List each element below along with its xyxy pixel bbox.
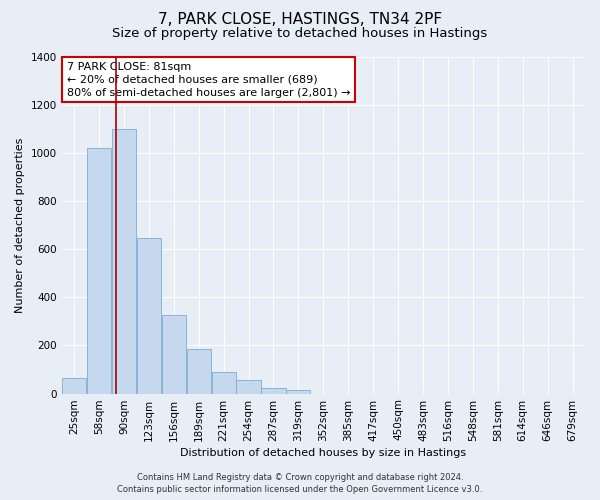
X-axis label: Distribution of detached houses by size in Hastings: Distribution of detached houses by size … <box>180 448 466 458</box>
Text: Size of property relative to detached houses in Hastings: Size of property relative to detached ho… <box>112 28 488 40</box>
Bar <box>62 378 86 394</box>
Text: 7, PARK CLOSE, HASTINGS, TN34 2PF: 7, PARK CLOSE, HASTINGS, TN34 2PF <box>158 12 442 28</box>
Bar <box>262 388 286 394</box>
Bar <box>87 148 111 394</box>
Text: Contains HM Land Registry data © Crown copyright and database right 2024.
Contai: Contains HM Land Registry data © Crown c… <box>118 472 482 494</box>
Bar <box>162 316 186 394</box>
Bar <box>112 128 136 394</box>
Bar <box>286 390 310 394</box>
Bar <box>236 380 260 394</box>
Bar <box>137 238 161 394</box>
Bar <box>212 372 236 394</box>
Y-axis label: Number of detached properties: Number of detached properties <box>15 138 25 312</box>
Bar <box>187 349 211 394</box>
Text: 7 PARK CLOSE: 81sqm
← 20% of detached houses are smaller (689)
80% of semi-detac: 7 PARK CLOSE: 81sqm ← 20% of detached ho… <box>67 62 350 98</box>
